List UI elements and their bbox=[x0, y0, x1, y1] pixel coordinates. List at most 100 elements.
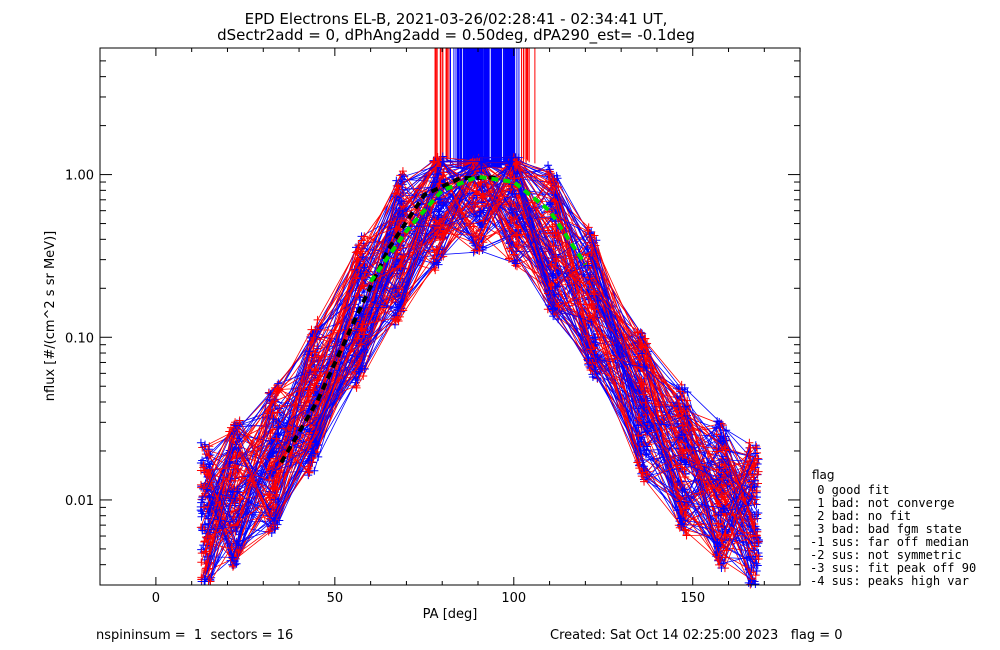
trace-point bbox=[268, 484, 277, 493]
trace-point bbox=[753, 470, 762, 479]
trace-point bbox=[439, 252, 448, 261]
trace-point bbox=[714, 523, 723, 532]
trace-point bbox=[272, 490, 281, 499]
trace-point bbox=[226, 423, 235, 432]
tick-labels: 0 50 100 150 0.01 1.00 0.10 bbox=[65, 169, 705, 606]
trace-point bbox=[510, 174, 519, 183]
trace-point bbox=[435, 218, 444, 227]
trace-point bbox=[752, 486, 761, 495]
trace-point bbox=[268, 448, 277, 457]
trace-point bbox=[395, 312, 404, 321]
trace-point bbox=[642, 351, 651, 360]
trace-point bbox=[306, 439, 315, 448]
trace-point bbox=[232, 540, 241, 549]
trace-point bbox=[196, 438, 205, 447]
axes bbox=[99, 47, 801, 586]
trace-point bbox=[200, 537, 209, 546]
legend-item: -3 sus: fit peak off 90 bbox=[810, 561, 977, 575]
trace-point bbox=[588, 358, 597, 367]
trace-point bbox=[200, 575, 209, 584]
trace-point bbox=[230, 521, 239, 530]
chart-subtitle: dSectr2add = 0, dPhAng2add = 0.50deg, dP… bbox=[217, 26, 695, 45]
trace-point bbox=[204, 531, 213, 540]
trace-point bbox=[511, 242, 520, 251]
chart-title: EPD Electrons EL-B, 2021-03-26/02:28:41 … bbox=[245, 10, 668, 28]
trace-point bbox=[751, 579, 760, 588]
trace-point bbox=[274, 388, 283, 397]
trace-point bbox=[310, 466, 319, 475]
trace-point bbox=[391, 284, 400, 293]
trace-point bbox=[753, 448, 762, 457]
trace-point bbox=[752, 559, 761, 568]
trace-point bbox=[197, 507, 206, 516]
trace-point bbox=[205, 509, 214, 518]
trace-point bbox=[512, 160, 521, 169]
trace-point bbox=[307, 325, 316, 334]
trace-point bbox=[639, 403, 648, 412]
trace-point bbox=[678, 421, 687, 430]
trace-point bbox=[681, 510, 690, 519]
peak-spikes bbox=[434, 48, 536, 168]
trace-point bbox=[397, 216, 406, 225]
trace-point bbox=[310, 367, 319, 376]
data-traces bbox=[196, 152, 763, 589]
trace-point bbox=[313, 315, 322, 324]
y-tick-label: 1.00 bbox=[65, 169, 94, 184]
trace-point bbox=[512, 231, 521, 240]
trace-point bbox=[197, 545, 206, 554]
trace-point bbox=[638, 349, 647, 358]
trace-point bbox=[225, 457, 234, 466]
trace-point bbox=[198, 456, 207, 465]
trace-point bbox=[745, 438, 754, 447]
trace-point bbox=[504, 254, 513, 263]
trace-point bbox=[200, 525, 209, 534]
trace-point bbox=[432, 258, 441, 267]
trace-point bbox=[750, 546, 759, 555]
trace-point bbox=[392, 249, 401, 258]
trace-point bbox=[639, 390, 648, 399]
x-tick-label: 150 bbox=[680, 591, 705, 606]
trace-point bbox=[718, 474, 727, 483]
trace-point bbox=[715, 560, 724, 569]
trace-point bbox=[360, 365, 369, 374]
trace-point bbox=[314, 452, 323, 461]
y-tick-label: 0.01 bbox=[65, 494, 94, 509]
trace-point bbox=[398, 167, 407, 176]
trace-point bbox=[721, 553, 730, 562]
trace-point bbox=[722, 546, 731, 555]
trace-point bbox=[392, 224, 401, 233]
trace-point bbox=[478, 182, 487, 191]
trace-point bbox=[585, 228, 594, 237]
trace-point bbox=[309, 333, 318, 342]
trace-point bbox=[752, 551, 761, 560]
trace-point bbox=[476, 207, 485, 216]
trace-point bbox=[590, 231, 599, 240]
trace-point bbox=[680, 485, 689, 494]
trace-point bbox=[270, 525, 279, 534]
trace-point bbox=[584, 354, 593, 363]
trace-point bbox=[506, 157, 515, 166]
trace-point bbox=[634, 431, 643, 440]
trace-point bbox=[199, 482, 208, 491]
trace-point bbox=[714, 446, 723, 455]
trace-point bbox=[272, 434, 281, 443]
trace-point bbox=[754, 554, 763, 563]
trace-point bbox=[398, 185, 407, 194]
legend-item: -1 sus: far off median bbox=[810, 535, 969, 549]
trace-point bbox=[269, 415, 278, 424]
trace-point bbox=[472, 187, 481, 196]
trace-point bbox=[264, 476, 273, 485]
legend-item: -4 sus: peaks high var bbox=[810, 574, 969, 588]
trace-point bbox=[714, 552, 723, 561]
trace-point bbox=[546, 200, 555, 209]
trace-line bbox=[201, 199, 759, 580]
trace-point bbox=[267, 461, 276, 470]
trace-point bbox=[747, 574, 756, 583]
x-axis-label: PA [deg] bbox=[423, 607, 478, 622]
trace-point bbox=[589, 299, 598, 308]
trace-point bbox=[228, 553, 237, 562]
trace-line bbox=[204, 155, 756, 567]
trace-point bbox=[264, 490, 273, 499]
trace-point bbox=[360, 330, 369, 339]
plot-frame bbox=[99, 47, 801, 586]
